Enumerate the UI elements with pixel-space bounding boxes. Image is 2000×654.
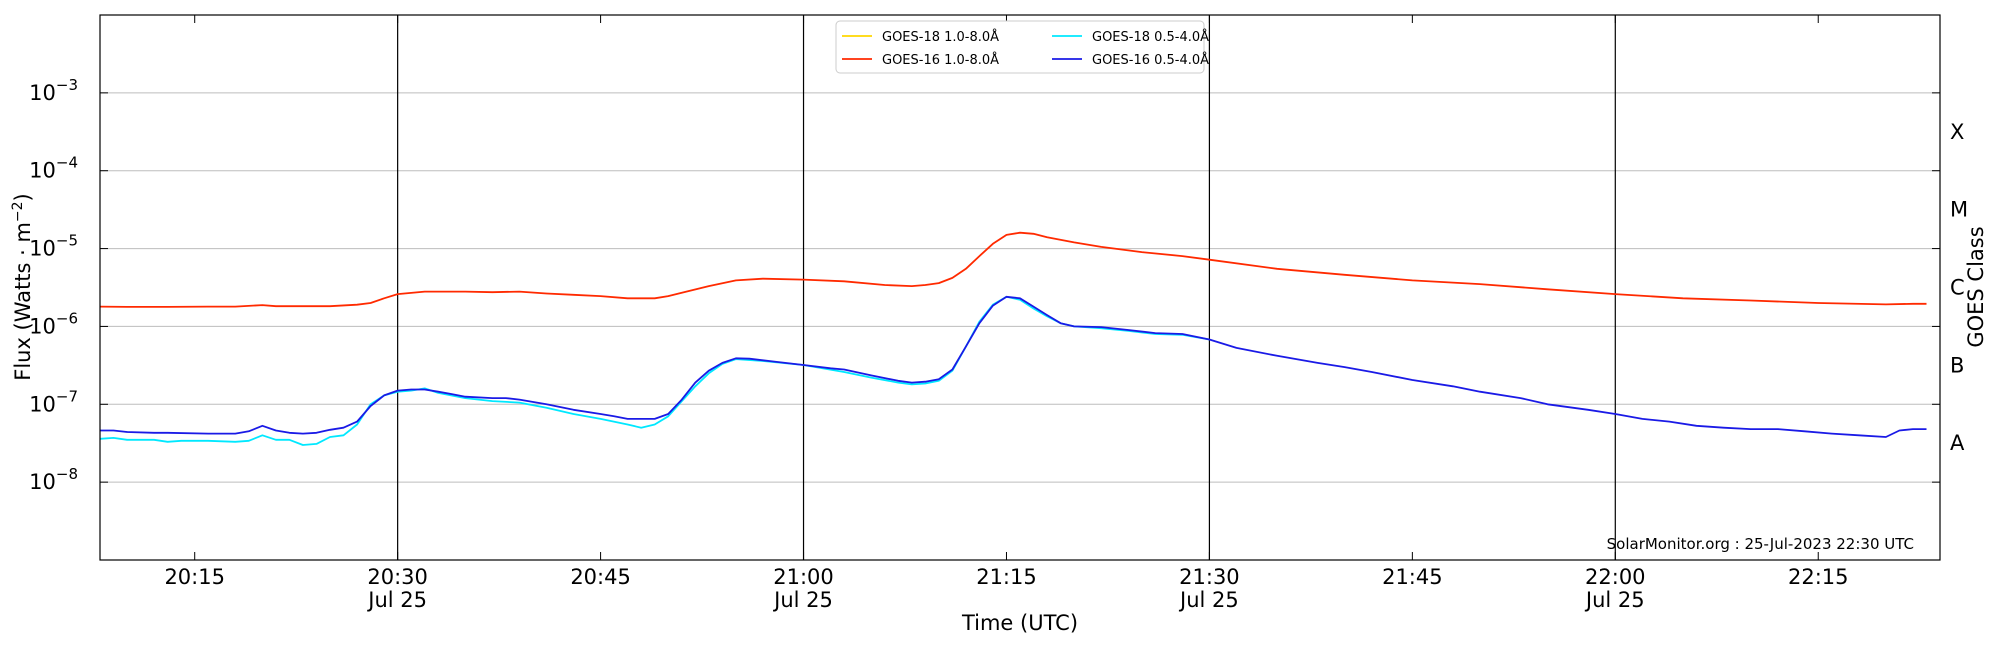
goes-class-label: X: [1950, 120, 1964, 144]
x-tick-sublabel: Jul 25: [772, 588, 833, 612]
x-tick-sublabel: Jul 25: [1584, 588, 1645, 612]
x-tick-label: 22:00: [1585, 565, 1646, 589]
legend-label: GOES-16 1.0-8.0Å: [882, 52, 999, 68]
goes-class-label: A: [1950, 431, 1965, 455]
x-tick-label: 22:15: [1788, 565, 1849, 589]
series-line: [99, 231, 1927, 308]
x-tick-sublabel: Jul 25: [366, 588, 427, 612]
y-axis-right-label: GOES Class: [1964, 226, 1988, 347]
x-tick-sublabel: Jul 25: [1178, 588, 1239, 612]
y-tick-label: 10−3: [29, 76, 78, 105]
y-tick-label: 10−8: [29, 465, 78, 494]
x-tick-label: 20:45: [570, 565, 631, 589]
legend-box: [835, 20, 1205, 74]
x-tick-label: 21:30: [1179, 565, 1240, 589]
x-tick-label: 21:45: [1382, 565, 1443, 589]
y-tick-label: 10−7: [29, 387, 78, 416]
x-tick-label: 21:00: [773, 565, 834, 589]
vertical-lines-layer: [397, 15, 1616, 560]
plot-frame: [99, 14, 1941, 561]
series-line: [100, 295, 1927, 438]
grid-layer: [100, 92, 1940, 483]
x-tick-label: 21:15: [976, 565, 1037, 589]
class-labels-layer: A B C M X: [1950, 120, 1968, 455]
x-tick-label: 20:15: [164, 565, 225, 589]
legend: GOES-18 1.0-8.0Å GOES-16 1.0-8.0Å GOES-18 …: [835, 20, 1209, 74]
goes-class-label: B: [1950, 353, 1964, 377]
series-layer: [99, 231, 1927, 446]
y-axis-label: Flux (Watts · m−2): [10, 193, 35, 381]
x-tick-label: 20:30: [367, 565, 428, 589]
y-tick-label: 10−5: [29, 232, 78, 261]
y-tick-label: 10−4: [29, 154, 78, 183]
legend-entries: GOES-18 1.0-8.0Å GOES-16 1.0-8.0Å GOES-18 …: [842, 29, 1209, 68]
y-tick-label: 10−6: [29, 309, 78, 338]
goes-class-label: C: [1950, 276, 1965, 300]
x-axis-label: Time (UTC): [961, 611, 1078, 635]
chart-annotation: SolarMonitor.org : 25-Jul-2023 22:30 UTC: [1607, 535, 1914, 553]
legend-label: GOES-16 0.5-4.0Å: [1092, 52, 1209, 68]
legend-label: GOES-18 0.5-4.0Å: [1092, 29, 1209, 45]
legend-label: GOES-18 1.0-8.0Å: [882, 29, 999, 45]
goes-class-label: M: [1950, 198, 1968, 222]
